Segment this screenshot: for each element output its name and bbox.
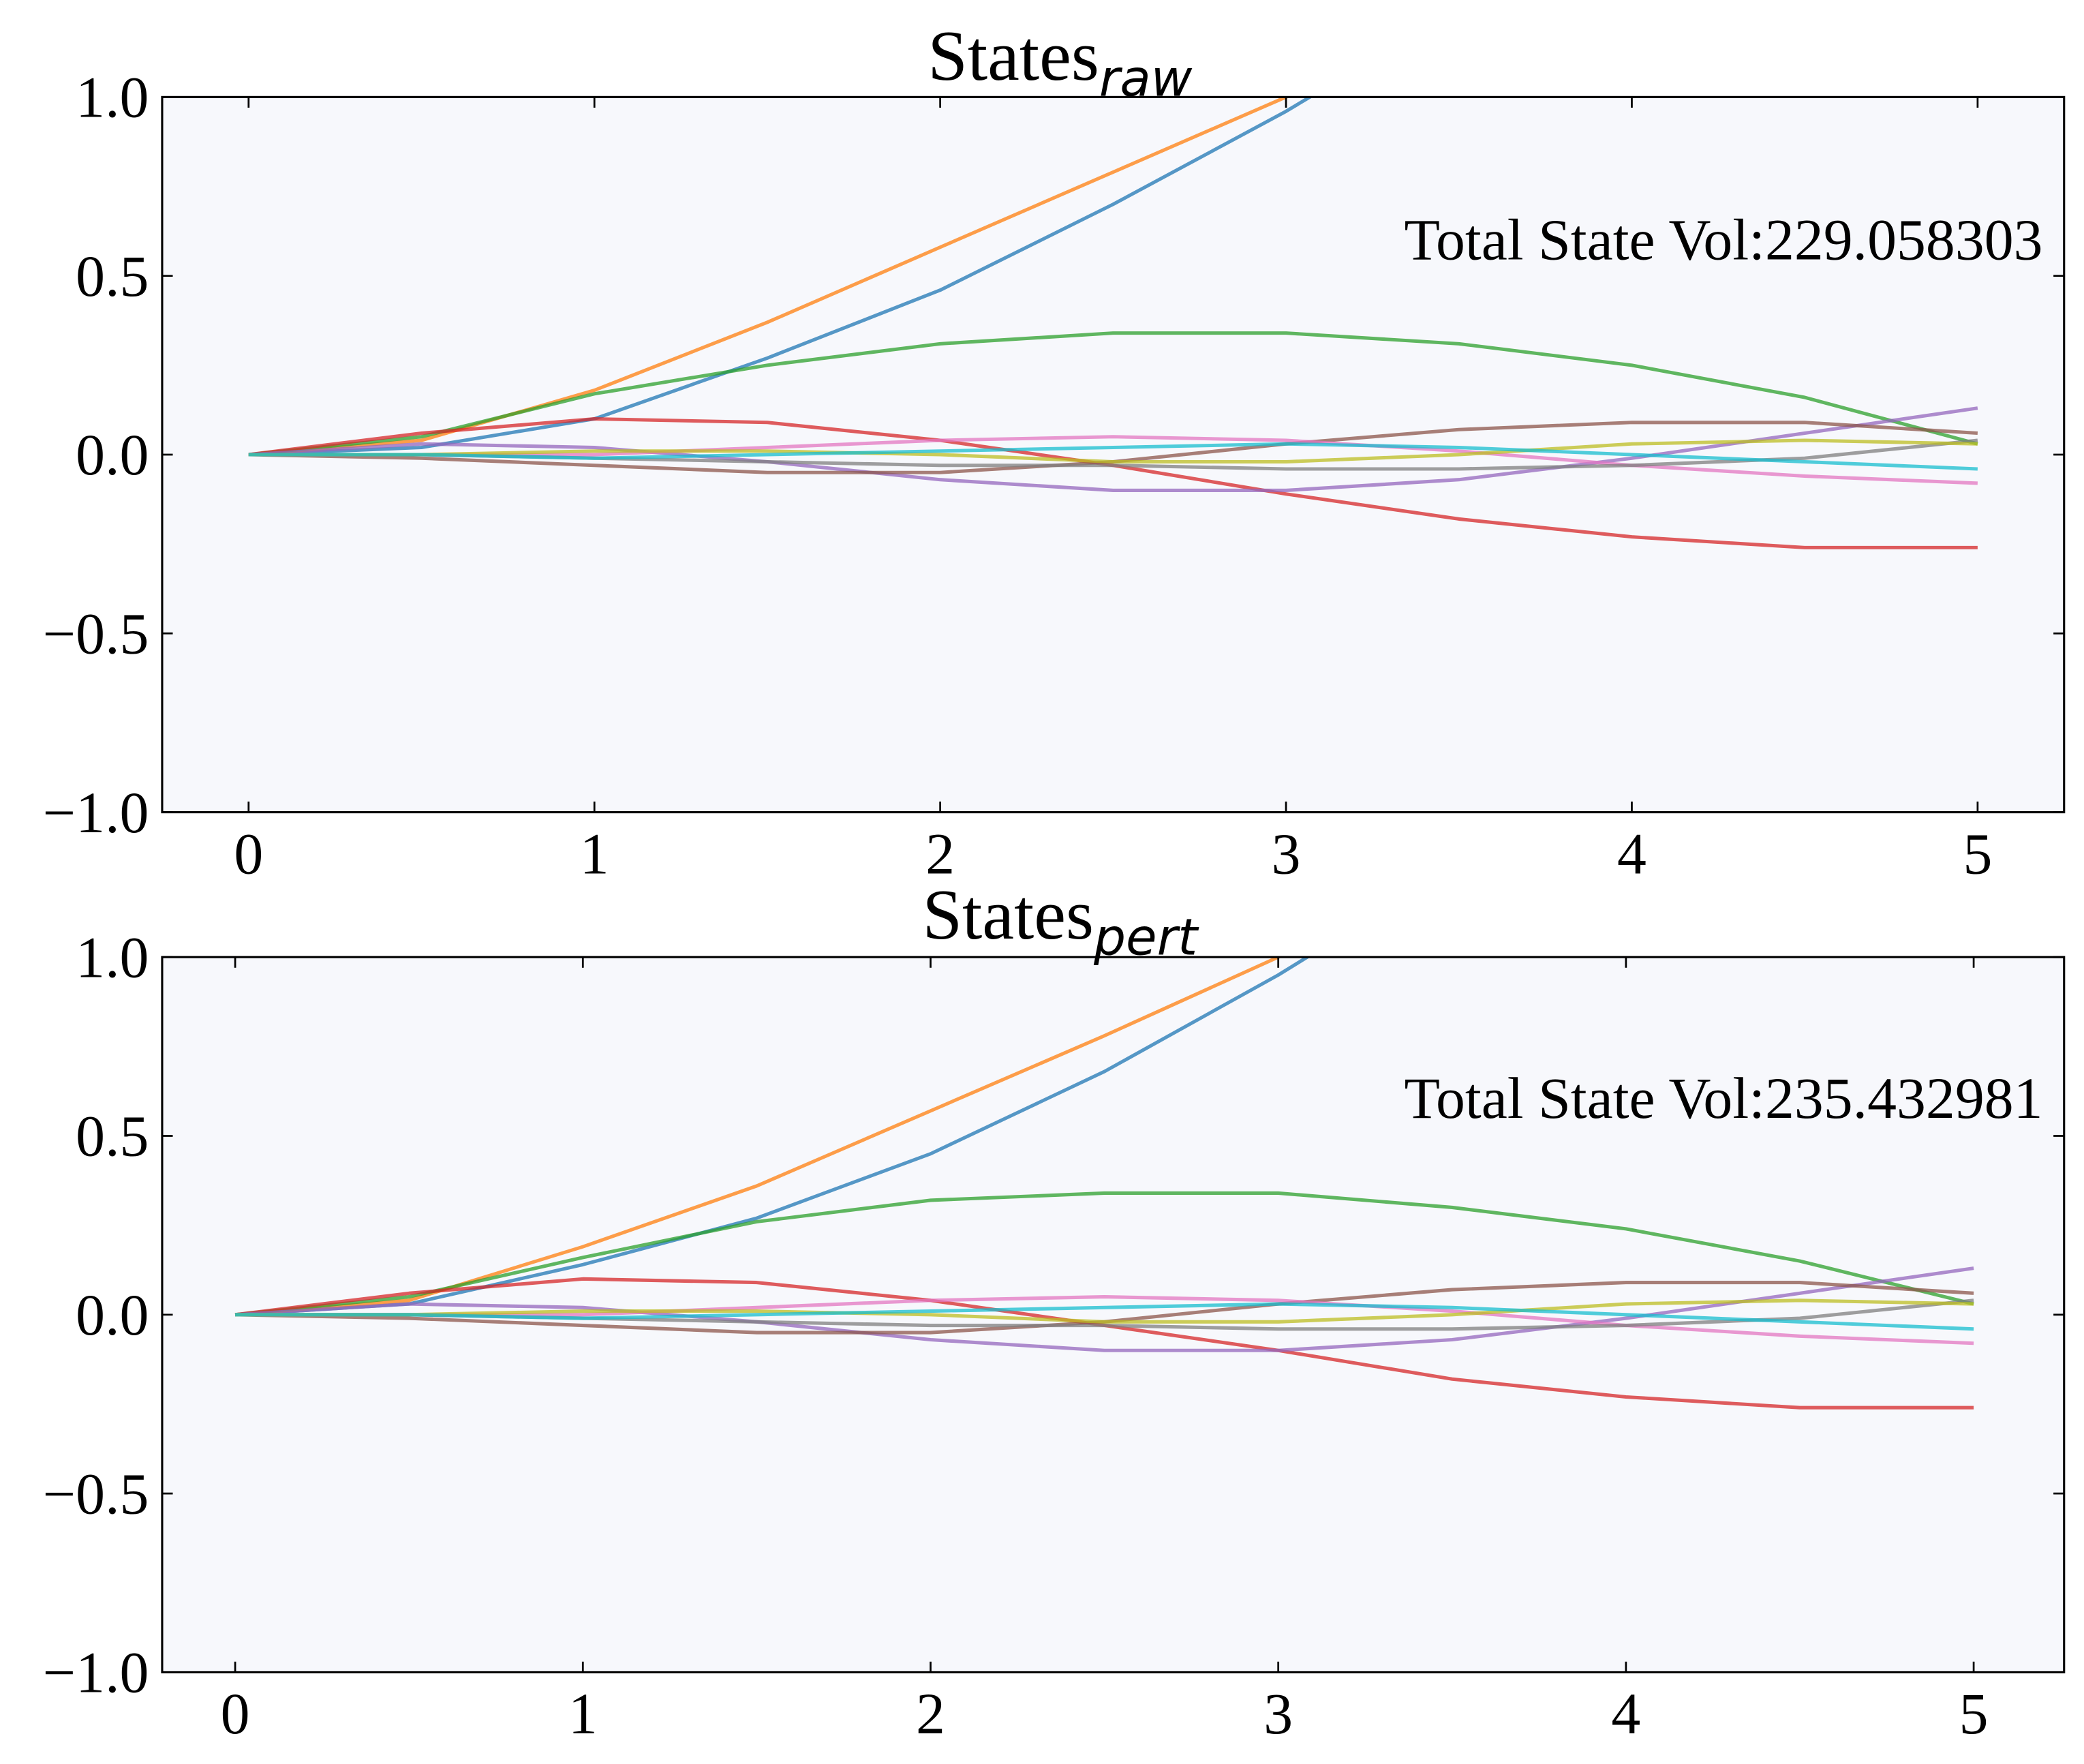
series-line: [248, 97, 1313, 457]
y-tick-label: 0.5: [76, 244, 149, 309]
series-line: [234, 957, 1311, 1317]
y-tick-label: 1.0: [76, 65, 149, 130]
y-tick-label: −0.5: [43, 1461, 149, 1526]
chart-title: Statespert: [922, 875, 1199, 967]
lines: [234, 957, 1974, 1410]
annotation: Total State Vol:229.058303: [1405, 207, 2043, 272]
y-tick-label: −1.0: [43, 780, 149, 845]
chart-title: Statesraw: [928, 16, 1192, 108]
series-line: [235, 1298, 1974, 1324]
x-tick-label: 0: [234, 821, 263, 886]
lines: [248, 97, 1978, 549]
y-tick-label: 0.5: [76, 1104, 149, 1169]
title-main: States: [922, 875, 1094, 954]
x-tick-label: 0: [221, 1682, 250, 1746]
x-tick-label: 1: [568, 1682, 598, 1746]
series-line: [248, 435, 1978, 485]
series-line: [248, 438, 1978, 464]
y-tick-label: −1.0: [43, 1641, 149, 1705]
series-line: [235, 1302, 1974, 1331]
title-subscript: pert: [1093, 908, 1199, 967]
y-tick-label: −0.5: [43, 602, 149, 667]
x-tick-label: 4: [1617, 821, 1646, 886]
x-tick-label: 3: [1263, 1682, 1293, 1746]
subplot: 0 1 2 3 4 5 −1.0 −0.5 0.0 0.5 1.0 Statespert Total S…: [43, 875, 2066, 1746]
series-line: [234, 1266, 1974, 1352]
annotation: Total State Vol:235.432981: [1405, 1066, 2043, 1131]
x-tick-label: 5: [1959, 1682, 1989, 1746]
series-line: [248, 331, 1978, 457]
y-tick-label: 1.0: [76, 925, 149, 990]
series-line: [248, 406, 1978, 492]
x-tick-label: 2: [916, 1682, 945, 1746]
title-subscript: raw: [1099, 49, 1193, 108]
y-tick-label: 0.0: [76, 1283, 149, 1348]
subplot: 0 1 2 3 4 5 −1.0 −0.5 0.0 0.5 1.0 Statesraw Total St…: [43, 16, 2066, 886]
x-tick-label: 1: [580, 821, 609, 886]
y-tick-label: 0.0: [76, 423, 149, 487]
x-tick-label: 5: [1963, 821, 1992, 886]
title-main: States: [928, 16, 1099, 95]
series-line: [235, 1295, 1974, 1345]
x-tick-label: 3: [1272, 821, 1301, 886]
series-line: [234, 957, 1283, 1317]
series-line: [234, 1191, 1974, 1317]
series-line: [248, 442, 1978, 471]
x-tick-label: 4: [1611, 1682, 1640, 1746]
x-tick-label: 2: [925, 821, 955, 886]
